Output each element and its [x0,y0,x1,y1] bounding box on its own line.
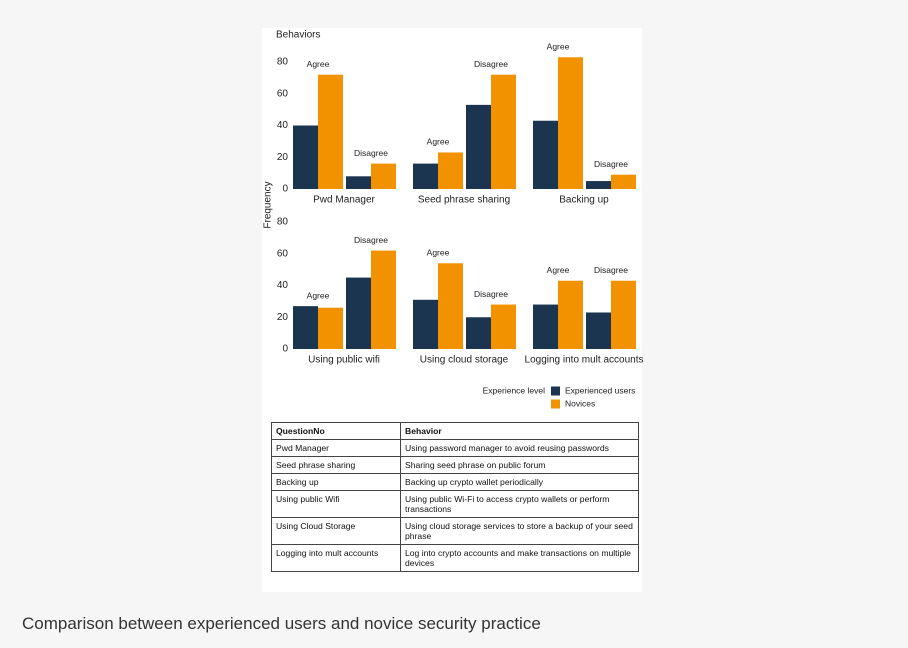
facet-label: Using cloud storage [420,355,509,366]
facet-label: Pwd Manager [313,195,375,206]
behavior-table: QuestionNo Behavior Pwd Manager Using pass… [271,422,639,572]
facet-label: Using public wifi [308,355,380,366]
bar [586,312,611,349]
y-tick-label: 60 [277,248,289,259]
bar [438,152,463,189]
table-cell: Using public Wi-Fi to access crypto wall… [400,490,639,518]
bar [293,306,318,349]
y-tick-label: 60 [277,88,289,99]
group-label: Disagree [474,289,508,299]
bar [371,163,396,189]
bar [413,163,438,189]
y-tick-label: 20 [277,312,289,323]
y-tick-label: 0 [282,184,288,195]
facet-label: Backing up [559,195,609,206]
y-tick-label: 80 [277,57,289,68]
y-tick-label: 20 [277,152,289,163]
bar [371,250,396,349]
group-label: Disagree [474,59,508,69]
caption: Comparison between experienced users and… [22,614,541,633]
y-tick-label: 80 [277,217,289,228]
table-cell: Logging into mult accounts [271,544,401,572]
table-cell: Seed phrase sharing [271,456,401,474]
bar [611,174,636,189]
group-label: Disagree [354,235,388,245]
table-header: QuestionNo [271,422,401,440]
bar [346,176,371,189]
legend-title: Experience level [483,385,545,395]
group-label: Agree [307,59,330,69]
bar [586,181,611,189]
y-tick-label: 40 [277,280,289,291]
bar [318,74,343,189]
bar [491,74,516,189]
bar [413,299,438,349]
bar [438,263,463,349]
bar [558,57,583,189]
table-cell: Backing up crypto wallet periodically [400,473,639,491]
table-header: Behavior [400,422,639,440]
table-cell: Pwd Manager [271,439,401,457]
legend-swatch [551,399,560,409]
table-cell: Using Cloud Storage [271,517,401,545]
table-cell: Backing up [271,473,401,491]
table-cell: Log into crypto accounts and make transa… [400,544,639,572]
chart: Behaviors Frequency Experience level 0 20… [263,30,644,409]
bar [466,317,491,349]
table-cell: Using password manager to avoid reusing … [400,439,639,457]
bar [293,125,318,189]
group-label: Disagree [354,148,388,158]
facet-label: Seed phrase sharing [418,195,510,206]
bar [558,280,583,349]
bar [346,277,371,349]
table-cell: Using public Wifi [271,490,401,518]
y-axis-label: Frequency [263,181,274,228]
facet-label: Logging into mult accounts [525,355,644,366]
bar [533,304,558,349]
y-tick-label: 40 [277,120,289,131]
bar [533,120,558,189]
y-tick-label: 0 [282,344,288,355]
group-label: Agree [427,137,450,147]
bar [466,104,491,189]
bar [611,280,636,349]
group-label: Agree [547,265,570,275]
legend-label: Experienced users [565,385,635,395]
bar [491,304,516,349]
group-label: Disagree [594,265,628,275]
chart-title: Behaviors [276,30,320,41]
legend-swatch [551,386,560,396]
legend-label: Novices [565,398,595,408]
group-label: Agree [547,41,570,51]
bar [318,307,343,349]
group-label: Disagree [594,159,628,169]
group-label: Agree [427,248,450,258]
table-cell: Using cloud storage services to store a … [400,517,639,545]
table-cell: Sharing seed phrase on public forum [400,456,639,474]
group-label: Agree [307,290,330,300]
